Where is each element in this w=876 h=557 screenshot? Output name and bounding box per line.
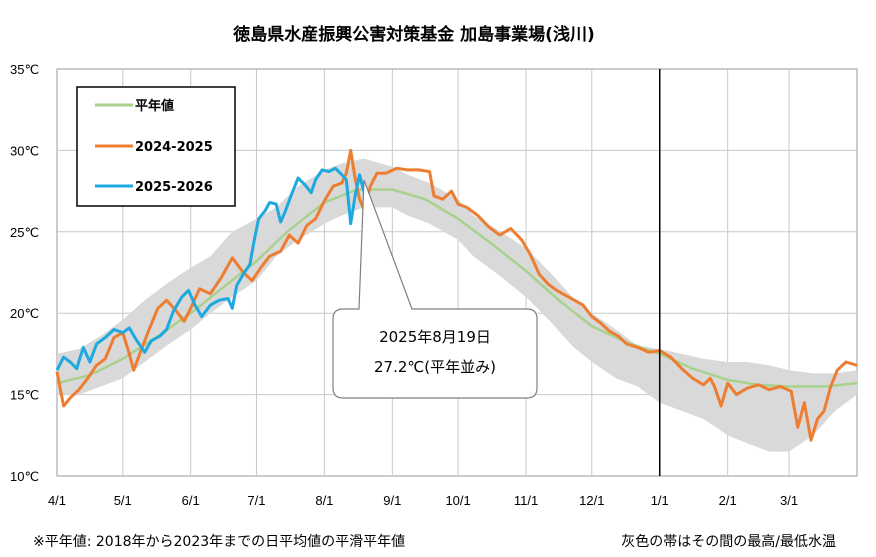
y-tick-label: 30℃ [10, 143, 39, 158]
footnote-band: 灰色の帯はその間の最高/最低水温 [621, 533, 836, 550]
legend-label-normal: 平年値 [135, 98, 174, 114]
callout-temperature: 27.2℃(平年並み) [374, 358, 496, 376]
footnote-normal: ※平年値: 2018年から2023年までの日平均値の平滑平年値 [33, 533, 405, 550]
y-axis-ticks: 35℃ 30℃ 25℃ 20℃ 15℃ 10℃ [10, 62, 39, 484]
y-tick-label: 10℃ [10, 469, 39, 484]
x-tick-label: 7/1 [247, 493, 265, 508]
x-tick-label: 4/1 [48, 493, 66, 508]
x-tick-label: 9/1 [383, 493, 401, 508]
legend-label-2025-2026: 2025-2026 [135, 180, 213, 195]
y-tick-label: 20℃ [10, 306, 39, 321]
chart-title: 徳島県水産振興公害対策基金 加島事業場(浅川) [232, 24, 594, 45]
y-tick-label: 15℃ [10, 388, 39, 403]
callout-date: 2025年8月19日 [379, 328, 491, 346]
legend: 平年値 2024-2025 2025-2026 [76, 86, 236, 207]
x-tick-label: 6/1 [182, 493, 200, 508]
legend-label-2024-2025: 2024-2025 [135, 140, 213, 155]
callout-box [332, 179, 538, 399]
series-line-normal [56, 188, 858, 388]
callout: 2025年8月19日 27.2℃(平年並み) [332, 179, 538, 399]
x-tick-label: 1/1 [651, 493, 669, 508]
x-tick-label: 12/1 [579, 493, 604, 508]
series-line-2024-2025 [55, 148, 858, 442]
x-tick-label: 10/1 [445, 493, 470, 508]
series-line-2025-2026 [55, 166, 370, 371]
x-tick-label: 8/1 [315, 493, 333, 508]
y-tick-label: 25℃ [10, 225, 39, 240]
x-tick-label: 5/1 [114, 493, 132, 508]
x-tick-label: 11/1 [514, 493, 538, 508]
y-tick-label: 35℃ [10, 62, 39, 77]
x-tick-label: 3/1 [780, 493, 798, 508]
x-axis-ticks: 4/1 5/1 6/1 7/1 8/1 9/1 10/1 11/1 12/1 1/1 2/1 3/1 [48, 493, 798, 508]
x-tick-label: 2/1 [719, 493, 737, 508]
